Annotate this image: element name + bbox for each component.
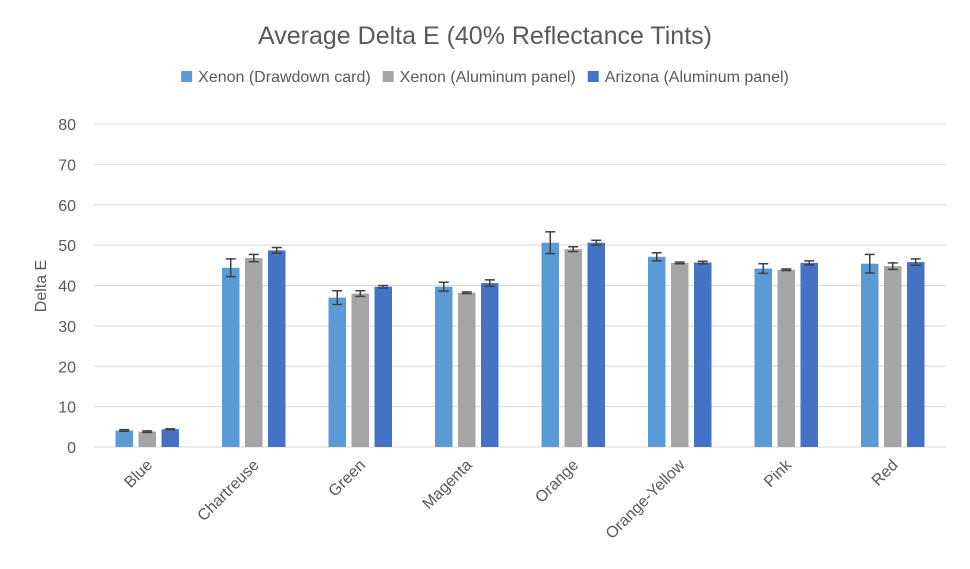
error-bar (355, 289, 366, 298)
bar (481, 283, 499, 447)
error-bar (165, 428, 176, 431)
x-tick-label: Chartreuse (195, 457, 263, 525)
error-bar (591, 239, 602, 246)
chart-title: Average Delta E (40% Reflectance Tints) (258, 22, 712, 50)
error-bar (651, 252, 662, 262)
error-bar (332, 289, 343, 306)
bar (161, 429, 179, 447)
y-tick-label: 0 (67, 440, 76, 457)
bars (115, 242, 925, 447)
error-bar (438, 281, 449, 292)
bar (138, 431, 156, 447)
legend-item: Xenon (Drawdown card) (181, 69, 371, 86)
error-bar (864, 253, 875, 274)
error-bars (119, 231, 921, 434)
bar (115, 430, 133, 447)
legend-swatch (181, 71, 193, 82)
x-tick-label: Red (869, 457, 902, 490)
error-bar (758, 262, 769, 275)
error-bar (119, 428, 130, 433)
y-tick-label: 60 (58, 198, 76, 215)
x-axis-ticks: Blue Chartreuse Green Magenta Orange Orange-Y… (121, 456, 901, 543)
x-tick-label: Magenta (420, 457, 476, 513)
bar (694, 262, 712, 447)
legend-swatch (382, 71, 394, 82)
gridlines (94, 123, 946, 448)
x-tick-label: Pink (761, 456, 796, 491)
bar (861, 263, 879, 447)
legend-item: Arizona (Aluminum panel) (587, 69, 789, 86)
bar (777, 269, 795, 447)
bar (435, 286, 453, 447)
error-bar (142, 430, 153, 434)
error-bar (568, 245, 579, 253)
error-bar (461, 291, 472, 295)
y-tick-label: 80 (58, 117, 76, 134)
y-tick-label: 30 (58, 319, 76, 336)
legend-label: Xenon (Drawdown card) (198, 69, 371, 86)
legend-label: Xenon (Aluminum panel) (400, 69, 576, 86)
bar (458, 292, 476, 447)
error-bar (804, 260, 815, 266)
x-tick-label: Blue (121, 457, 156, 492)
error-bar (225, 258, 236, 278)
legend: Xenon (Drawdown card) Xenon (Aluminum pan… (181, 69, 789, 86)
bar (800, 262, 818, 447)
bar (884, 266, 902, 447)
bar (222, 267, 240, 447)
legend-item: Xenon (Aluminum panel) (382, 69, 576, 86)
bar (754, 268, 772, 447)
error-bar (697, 260, 708, 265)
bar (648, 256, 666, 447)
y-axis-label: Delta E (33, 260, 50, 312)
bar (564, 249, 582, 447)
y-tick-label: 40 (58, 279, 76, 296)
bar (245, 258, 263, 447)
bar (328, 297, 346, 447)
bar (587, 242, 605, 447)
error-bar (781, 268, 792, 272)
error-bar (910, 258, 921, 267)
y-tick-label: 20 (58, 359, 76, 376)
y-tick-label: 50 (58, 238, 76, 255)
x-tick-label: Orange (532, 457, 582, 507)
x-tick-label: Orange-Yellow (603, 456, 689, 542)
bar (374, 286, 392, 447)
legend-swatch (587, 71, 599, 82)
error-bar (271, 246, 282, 254)
error-bar (248, 253, 259, 263)
error-bar (484, 279, 495, 288)
legend-label: Arizona (Aluminum panel) (605, 69, 789, 86)
x-tick-label: Green (326, 457, 369, 500)
bar (351, 293, 369, 447)
y-axis-ticks: 0 10 20 30 40 50 60 70 80 (58, 117, 76, 457)
bar (268, 250, 286, 447)
y-tick-label: 70 (58, 157, 76, 174)
y-tick-label: 10 (58, 400, 76, 417)
bar (671, 262, 689, 447)
error-bar (887, 262, 898, 271)
error-bar (674, 261, 685, 265)
bar (907, 262, 925, 447)
error-bar (545, 231, 556, 255)
error-bar (378, 284, 389, 289)
bar (541, 242, 559, 447)
